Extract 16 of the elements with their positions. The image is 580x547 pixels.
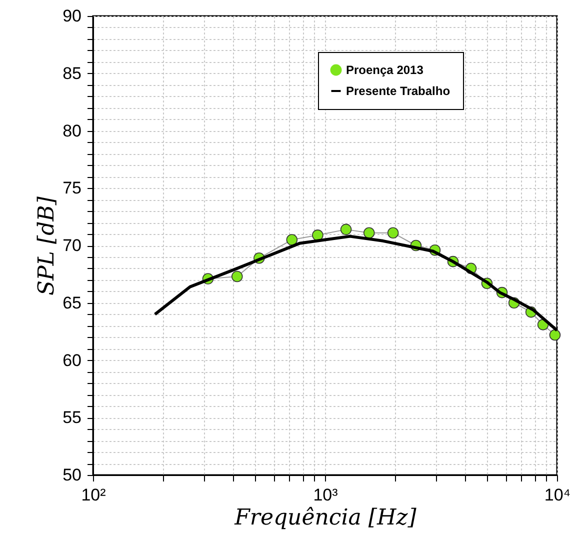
y-tick-label: 80 — [62, 121, 82, 140]
y-tick-label: 75 — [62, 178, 82, 198]
x-tick-label: 10⁴ — [544, 486, 571, 504]
y-tick-label: 65 — [62, 293, 82, 312]
x-tick-label: 10³ — [313, 486, 338, 504]
y-tick-label: 50 — [62, 466, 82, 484]
y-tick-label: 90 — [62, 6, 82, 26]
y-tick-label: 70 — [62, 236, 82, 255]
x-axis-title: Frequência [Hz] — [234, 506, 417, 530]
x-tick-label: 10² — [81, 486, 106, 504]
legend-label: Proença 2013 — [346, 63, 424, 77]
y-axis-title: SPL [dB] — [34, 196, 60, 296]
legend-label: Presente Trabalho — [346, 84, 450, 98]
y-tick-label: 55 — [62, 408, 82, 428]
y-tick-label: 60 — [62, 350, 82, 370]
y-tick-label: 85 — [62, 64, 82, 83]
